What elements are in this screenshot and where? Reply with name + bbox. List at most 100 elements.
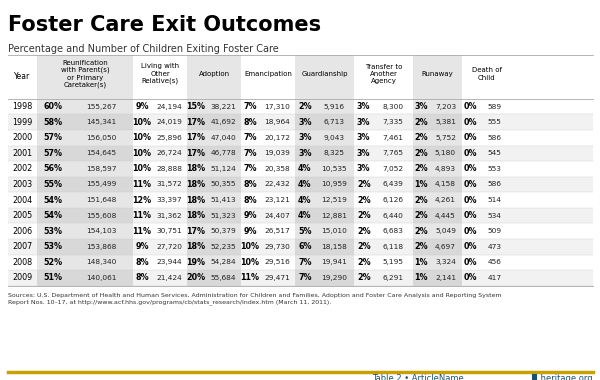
Text: 0%: 0% — [463, 165, 477, 173]
Text: 51,124: 51,124 — [210, 166, 236, 172]
Text: 4,893: 4,893 — [435, 166, 456, 172]
Bar — [187, 130, 241, 146]
Text: Guardianship: Guardianship — [301, 71, 348, 77]
Bar — [8, 239, 593, 255]
Bar — [295, 161, 354, 177]
Text: 4%: 4% — [298, 180, 311, 189]
Text: Table 2 • ArticleName: Table 2 • ArticleName — [372, 374, 464, 380]
Text: 3%: 3% — [357, 102, 370, 111]
Text: 8,325: 8,325 — [324, 150, 345, 156]
Text: 2009: 2009 — [13, 274, 32, 282]
Text: 18%: 18% — [187, 242, 206, 251]
Text: Death of
Child: Death of Child — [472, 67, 502, 81]
Bar — [413, 114, 462, 130]
Text: 7%: 7% — [244, 149, 257, 158]
Text: 2006: 2006 — [13, 227, 32, 236]
Bar — [295, 239, 354, 255]
Text: 12%: 12% — [133, 196, 152, 204]
Bar — [37, 99, 133, 114]
Text: 1%: 1% — [414, 274, 428, 282]
Text: 0%: 0% — [463, 118, 477, 127]
Text: 18%: 18% — [187, 196, 206, 204]
Text: 24,194: 24,194 — [156, 104, 182, 109]
Text: Emancipation: Emancipation — [244, 71, 292, 77]
Text: 12,881: 12,881 — [322, 213, 347, 218]
Text: 10%: 10% — [133, 149, 152, 158]
Text: 3%: 3% — [298, 149, 311, 158]
Text: 9,043: 9,043 — [324, 135, 345, 141]
Bar — [37, 55, 133, 286]
Bar — [8, 177, 593, 192]
Text: 19,039: 19,039 — [264, 150, 290, 156]
Text: 19,941: 19,941 — [322, 260, 347, 265]
Text: 2%: 2% — [414, 242, 428, 251]
Text: 154,645: 154,645 — [86, 150, 116, 156]
Bar — [413, 223, 462, 239]
Text: 8,300: 8,300 — [383, 104, 404, 109]
Bar — [37, 192, 133, 208]
Bar — [413, 55, 462, 286]
Text: 10,535: 10,535 — [322, 166, 347, 172]
Text: 21,424: 21,424 — [156, 275, 182, 281]
Text: 2%: 2% — [414, 133, 428, 142]
Text: 2002: 2002 — [13, 165, 32, 173]
Bar — [295, 208, 354, 223]
Text: 28,888: 28,888 — [156, 166, 182, 172]
Text: 56%: 56% — [44, 165, 62, 173]
Bar — [295, 270, 354, 286]
Text: 10%: 10% — [133, 165, 152, 173]
Text: 54,284: 54,284 — [210, 260, 236, 265]
Text: 586: 586 — [488, 135, 502, 141]
Text: 473: 473 — [488, 244, 502, 250]
Text: 3%: 3% — [357, 118, 370, 127]
Text: 3%: 3% — [357, 165, 370, 173]
Bar — [413, 130, 462, 146]
Bar — [187, 99, 241, 114]
Text: 15,010: 15,010 — [322, 228, 347, 234]
Text: 156,050: 156,050 — [86, 135, 116, 141]
Text: 7%: 7% — [244, 133, 257, 142]
Text: 0%: 0% — [463, 211, 477, 220]
Text: 0%: 0% — [463, 258, 477, 267]
Text: 1%: 1% — [414, 180, 428, 189]
Bar — [187, 255, 241, 270]
Text: 0%: 0% — [463, 133, 477, 142]
Bar — [413, 208, 462, 223]
Bar — [532, 374, 537, 380]
Text: 58%: 58% — [43, 118, 62, 127]
Bar — [187, 223, 241, 239]
Text: 6,126: 6,126 — [383, 197, 404, 203]
Text: 2%: 2% — [414, 149, 428, 158]
Text: 50,379: 50,379 — [210, 228, 236, 234]
Text: 60%: 60% — [44, 102, 62, 111]
Text: 7,052: 7,052 — [383, 166, 404, 172]
Bar — [295, 192, 354, 208]
Text: 53%: 53% — [44, 242, 62, 251]
Text: 15%: 15% — [187, 102, 206, 111]
Text: 0%: 0% — [463, 227, 477, 236]
Text: 2%: 2% — [357, 211, 371, 220]
Text: 24,407: 24,407 — [264, 213, 290, 218]
Bar — [187, 239, 241, 255]
Bar — [295, 146, 354, 161]
Text: 10%: 10% — [133, 133, 152, 142]
Bar — [37, 161, 133, 177]
Text: 50,355: 50,355 — [211, 182, 236, 187]
Text: Living with
Other
Relative(s): Living with Other Relative(s) — [141, 63, 179, 84]
Text: 52,235: 52,235 — [210, 244, 236, 250]
Text: 52%: 52% — [43, 258, 62, 267]
Text: 22,432: 22,432 — [264, 182, 290, 187]
Text: 18%: 18% — [187, 211, 206, 220]
Text: 41,692: 41,692 — [210, 119, 236, 125]
Bar — [413, 177, 462, 192]
Text: 5%: 5% — [298, 227, 311, 236]
Text: heritage.org: heritage.org — [538, 374, 593, 380]
Text: 23,944: 23,944 — [156, 260, 182, 265]
Text: 6,291: 6,291 — [383, 275, 404, 281]
Text: 29,516: 29,516 — [264, 260, 290, 265]
Text: 26,517: 26,517 — [264, 228, 290, 234]
Text: 7%: 7% — [244, 102, 257, 111]
Bar — [187, 55, 241, 286]
Text: 6,118: 6,118 — [383, 244, 404, 250]
Bar — [8, 270, 593, 286]
